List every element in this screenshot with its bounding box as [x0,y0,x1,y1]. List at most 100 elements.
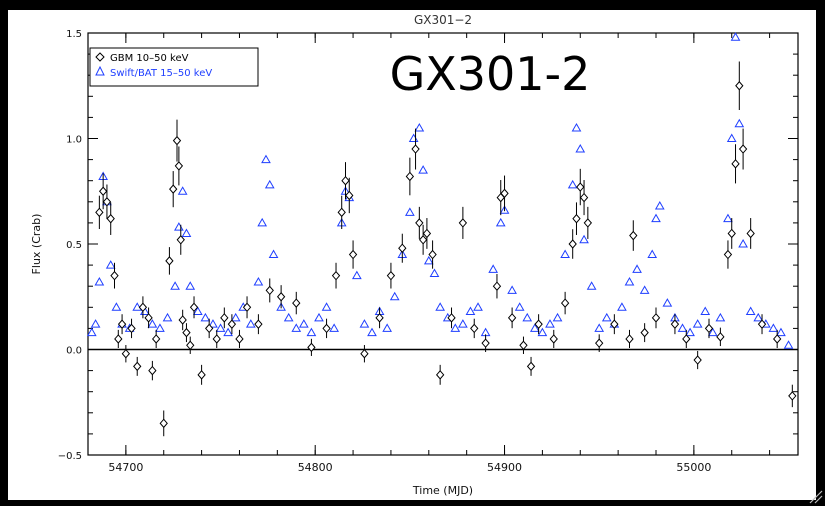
bat-point [418,165,428,174]
gbm-point [220,313,229,323]
overlay-title: GX301-2 [390,47,591,101]
bat-point [291,323,302,332]
bat-point [181,228,192,237]
gbm-point [265,285,274,296]
gbm-point [693,355,702,365]
gbm-point [242,302,252,313]
gbm-point [422,228,432,239]
gbm-point [127,323,136,334]
gbm-point [138,302,148,313]
bat-point [465,306,476,316]
y-axis-ticks: −0.5 0.0 0.5 1.0 1.5 [58,29,798,462]
bat-point [147,319,158,328]
bat-point [192,306,203,316]
x-tick-label: 54900 [487,461,522,474]
gbm-point [189,302,199,313]
bat-point [677,323,688,332]
bat-point [264,179,275,189]
bat-point [389,291,400,301]
gbm-point [682,334,691,344]
gbm-point [169,184,178,194]
bat-point [726,133,737,142]
gbm-point [110,270,119,281]
bat-point [707,327,718,337]
gbm-point [411,144,420,154]
bat-point [162,312,173,322]
legend-gbm-marker [95,52,105,62]
bat-point [571,122,582,132]
bat-point [90,319,101,328]
bat-point [662,298,673,307]
figure-panel [8,10,816,500]
gbm-point [102,197,112,207]
gbm-point [165,256,174,266]
gbm-point [481,338,490,348]
y-tick-label: 1.0 [66,135,82,146]
bat-point [473,302,483,311]
gbm-point [519,340,528,351]
gbm-point [458,218,468,228]
gbm-point [331,270,341,281]
gbm-point [144,313,153,323]
y-tick-label: −0.5 [58,451,82,462]
legend-bat-marker [95,65,105,76]
bat-point [208,319,218,328]
bat-point [257,217,268,227]
gbm-point [576,182,585,192]
gbm-point [178,315,187,325]
bat-point [223,327,233,337]
bat-point [647,249,658,259]
gbm-point [640,327,649,338]
gbm-point [117,319,127,329]
bat-point [692,319,703,328]
bat-point [408,133,419,142]
chart-title: GX301−2 [414,13,472,27]
bat-point [632,264,642,273]
bat-point [617,302,627,311]
bat-point [458,319,468,328]
gbm-point [670,319,680,329]
bat-point [321,302,332,311]
y-tick-label: 1.5 [66,29,82,40]
resize-grip-icon[interactable] [807,488,823,504]
gbm-point [159,418,168,429]
bat-point [586,281,597,290]
bat-point [499,205,510,214]
bat-point [367,327,377,337]
gbm-point [746,228,755,239]
gbm-point [348,249,358,260]
gbm-point [470,323,479,334]
gbm-point [405,171,415,182]
gbm-point [727,228,736,239]
x-tick-label: 54700 [108,461,143,474]
bat-point [245,319,256,328]
gbm-point [307,342,316,353]
gbm-point [773,334,782,344]
legend: GBM 10–50 keV Swift/BAT 15–50 keV [89,47,259,87]
y-tick-label: 0.5 [66,240,82,251]
bat-point [488,264,499,273]
gbm-point [292,298,301,308]
gbm-point [788,391,797,401]
bat-point [601,312,612,322]
gbm-point [492,281,502,291]
bat-point [514,302,525,311]
gbm-point [723,249,733,260]
gbm-point [360,348,369,359]
gbm-point [500,188,509,199]
gbm-point [428,249,437,260]
bat-point [298,319,309,328]
bat-point [575,144,586,153]
gbm-point [610,319,619,329]
gbm-point [418,235,428,245]
gbm-point [276,291,286,302]
bat-point [414,122,425,132]
bat-point [283,312,294,322]
gbm-point [629,230,638,241]
bat-point [423,255,434,265]
gbm-point [95,207,104,218]
gbm-point [197,370,206,380]
bat-point [382,323,393,332]
